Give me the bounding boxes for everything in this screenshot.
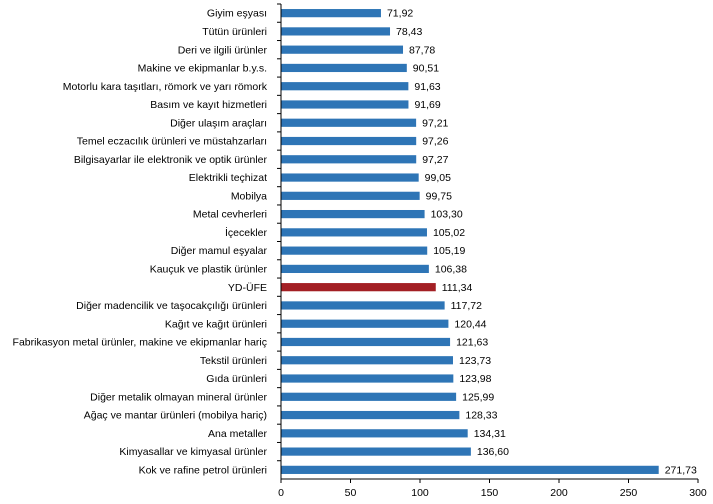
category-label: İçecekler — [225, 226, 268, 239]
value-label: 136,60 — [477, 446, 509, 458]
x-tick-label: 0 — [278, 487, 284, 499]
x-tick-label: 50 — [345, 487, 357, 499]
bar — [281, 45, 404, 54]
value-label: 78,43 — [396, 26, 422, 38]
bar — [281, 228, 427, 237]
category-label: Kimyasallar ve kimyasal ürünler — [119, 446, 267, 458]
category-label: Kağıt ve kağıt ürünleri — [165, 318, 267, 330]
value-label: 97,27 — [422, 154, 448, 166]
x-ticks-group: 0 50 100 150 200 250 300 — [278, 479, 707, 499]
x-tick-label: 300 — [689, 487, 707, 499]
value-label: 99,05 — [425, 172, 451, 184]
category-label: YD-ÜFE — [228, 282, 267, 294]
category-label: Elektrikli teçhizat — [189, 172, 267, 184]
category-label: Giyim eşyası — [207, 8, 267, 20]
category-label: Diğer metalik olmayan mineral ürünler — [90, 391, 267, 403]
bar — [281, 392, 457, 401]
value-label: 111,34 — [442, 282, 473, 294]
bar — [281, 374, 454, 383]
value-label: 125,99 — [462, 391, 494, 403]
bar — [281, 27, 391, 36]
value-label: 123,98 — [459, 373, 491, 385]
bar — [281, 118, 417, 127]
value-label: 123,73 — [459, 355, 491, 367]
bar — [281, 9, 381, 18]
value-label: 106,38 — [435, 264, 467, 276]
bar — [281, 155, 417, 164]
bar — [281, 319, 449, 328]
x-tick-label: 100 — [411, 487, 429, 499]
category-label: Tekstil ürünleri — [200, 355, 267, 367]
category-label: Ağaç ve mantar ürünleri (mobilya hariç) — [84, 410, 267, 422]
axes-group — [280, 4, 698, 480]
category-label: Deri ve ilgili ürünler — [178, 44, 268, 56]
value-label: 97,21 — [422, 117, 448, 129]
value-label: 103,30 — [431, 209, 463, 221]
category-label: Diğer ulaşım araçları — [170, 117, 267, 129]
value-label: 90,51 — [413, 63, 439, 75]
bar — [281, 301, 445, 310]
value-label: 71,92 — [387, 8, 413, 20]
value-label: 91,69 — [414, 99, 440, 111]
bar — [281, 410, 460, 420]
bar — [281, 337, 451, 347]
bar — [281, 63, 407, 73]
bar — [281, 246, 428, 255]
bar — [281, 136, 417, 146]
category-label: Diğer madencilik ve taşocakçılığı ürünle… — [76, 300, 267, 312]
bar — [281, 209, 425, 219]
value-label: 121,63 — [456, 337, 488, 349]
category-label: Metal cevherleri — [193, 209, 267, 221]
bar — [281, 264, 429, 274]
value-label: 105,02 — [433, 227, 465, 239]
category-label: Kauçuk ve plastik ürünler — [150, 264, 268, 276]
value-label: 97,26 — [422, 136, 448, 148]
category-label: Ana metaller — [208, 428, 267, 440]
bar — [281, 100, 409, 109]
bar-highlight — [281, 283, 436, 292]
value-label: 91,63 — [414, 81, 440, 93]
value-label: 99,75 — [426, 190, 452, 202]
category-label: Temel eczacılık ürünleri ve müstahzarlar… — [77, 136, 267, 148]
value-label: 271,73 — [665, 464, 697, 476]
value-label: 134,31 — [474, 428, 506, 440]
bars-group: Giyim eşyası 71,92 Tütün ürünleri 78,43 Deri… — [13, 3, 697, 476]
category-label: Mobilya — [231, 190, 267, 202]
category-label: Makine ve ekipmanlar b.y.s. — [138, 63, 267, 75]
category-label: Kok ve rafine petrol ürünleri — [139, 464, 267, 476]
bar — [281, 191, 420, 200]
bar — [281, 82, 409, 91]
category-label: Basım ve kayıt hizmetleri — [150, 99, 267, 111]
bar — [281, 465, 659, 474]
value-label: 105,19 — [433, 245, 465, 257]
value-label: 87,78 — [409, 44, 435, 56]
value-label: 117,72 — [451, 300, 482, 312]
category-label: Diğer mamul eşyalar — [171, 245, 268, 257]
value-label: 128,33 — [465, 410, 497, 422]
category-label: Fabrikasyon metal ürünler, makine ve eki… — [13, 337, 267, 349]
x-tick-label: 200 — [550, 487, 568, 499]
category-label: Bilgisayarlar ile elektronik ve optik ür… — [74, 154, 268, 166]
x-tick-label: 150 — [481, 487, 499, 499]
bar — [281, 173, 419, 182]
category-label: Tütün ürünleri — [202, 26, 267, 38]
value-label: 120,44 — [454, 318, 486, 330]
bar — [281, 447, 471, 456]
category-label: Motorlu kara taşıtları, römork ve yarı r… — [63, 81, 268, 93]
x-tick-label: 250 — [620, 487, 638, 499]
bar — [281, 429, 468, 438]
bar — [281, 356, 453, 365]
category-label: Gıda ürünleri — [206, 373, 267, 385]
